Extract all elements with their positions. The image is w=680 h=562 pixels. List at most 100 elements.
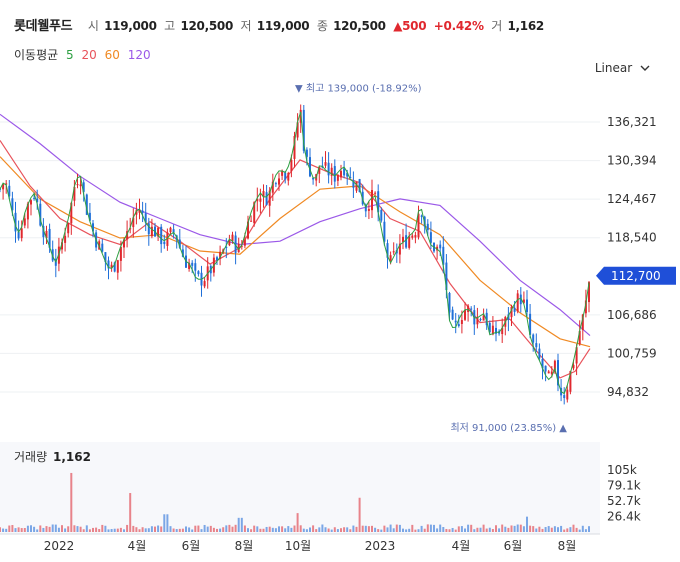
candle-body: [42, 226, 45, 238]
volume-bar: [476, 527, 479, 532]
volume-bar: [259, 528, 262, 532]
candle-body: [194, 263, 197, 271]
candle-body: [265, 192, 268, 205]
ma60-line: [0, 156, 591, 348]
volume-bar: [17, 527, 20, 532]
volume-bar: [76, 526, 79, 532]
volume-bar: [327, 528, 330, 532]
candle-body: [538, 348, 541, 359]
candle-body: [23, 218, 26, 226]
volume-bar: [429, 524, 432, 532]
candle-body: [454, 320, 457, 323]
volume-bar: [522, 526, 525, 532]
volume-bar: [11, 525, 14, 532]
y-tick-label: 130,394: [607, 154, 657, 168]
low-marker: 최저 91,000 (23.85%) ▲: [450, 422, 567, 434]
volume-bar: [504, 526, 507, 532]
low-value: 119,000: [256, 19, 310, 33]
volume-bar: [5, 528, 8, 532]
candle-body: [581, 314, 584, 331]
volume-bar: [519, 524, 522, 532]
high-marker: ▼ 최고 139,000 (-18.92%): [295, 83, 422, 95]
candle-body: [48, 228, 51, 248]
volume-bar: [411, 524, 414, 532]
candle-body: [535, 343, 538, 348]
volume-bar: [88, 529, 91, 532]
volume-bar: [526, 516, 528, 532]
volume-bar: [33, 526, 36, 532]
candle-body: [371, 190, 373, 211]
candle-body: [169, 227, 172, 233]
volume-bar: [222, 527, 225, 532]
volume-bar: [386, 527, 389, 532]
candle-body: [92, 223, 94, 232]
candle-body: [305, 149, 308, 157]
candle-body: [336, 174, 339, 181]
volume-bar: [426, 524, 429, 532]
candle-body: [402, 236, 404, 243]
volume-bar: [274, 528, 277, 532]
volume-bar: [0, 527, 1, 532]
y-tick-label: 100,759: [607, 346, 657, 360]
candle-body: [293, 136, 296, 159]
volume-bar: [296, 513, 299, 532]
candle-body: [287, 173, 290, 181]
candle-body: [309, 157, 311, 177]
candle-body: [219, 251, 222, 260]
x-tick-label: 4월: [128, 539, 147, 553]
volume-bar: [423, 528, 426, 532]
candle-body: [507, 314, 510, 320]
candle-body: [352, 180, 355, 188]
volume-bar: [197, 525, 200, 532]
volume-bar: [389, 524, 392, 532]
volume-bar: [48, 526, 51, 532]
candle-body: [386, 243, 389, 258]
volume-bar: [569, 527, 572, 532]
volume-bar: [268, 526, 271, 532]
volume-bar: [383, 525, 386, 532]
candle-body: [553, 360, 556, 371]
candle-body: [2, 184, 5, 190]
candle-body: [470, 308, 473, 310]
y-tick-label: 94,832: [607, 385, 649, 399]
candle-body: [216, 257, 218, 261]
volume-label: 거: [491, 19, 502, 33]
volume-bar: [67, 526, 70, 532]
change-value: ▲500: [393, 19, 427, 33]
candle-body: [479, 319, 482, 321]
candle-body: [491, 325, 494, 335]
volume-bar: [101, 524, 104, 532]
volume-bar: [392, 528, 395, 532]
volume-bar: [250, 529, 253, 532]
candle-body: [392, 251, 395, 253]
volume-bar: [237, 517, 240, 532]
candle-body: [476, 316, 479, 325]
scale-dropdown[interactable]: Linear: [595, 61, 650, 75]
open-label: 시: [87, 19, 99, 33]
candle-body: [228, 239, 231, 246]
volume-bar: [284, 528, 287, 532]
candle-body: [426, 223, 429, 231]
volume-bar: [271, 527, 274, 532]
candle-body: [522, 299, 525, 303]
candle-body: [519, 294, 522, 305]
x-tick-label: 2022: [44, 539, 75, 553]
volume-bar: [367, 526, 370, 532]
candle-body: [324, 162, 327, 166]
volume-bar: [163, 514, 166, 532]
candle-body: [367, 209, 370, 211]
volume-bar: [57, 527, 60, 532]
volume-bar: [228, 524, 231, 532]
volume-bar: [278, 526, 280, 532]
candle-body: [150, 226, 153, 237]
volume-bar: [566, 528, 569, 532]
candle-body: [482, 315, 485, 321]
volume-bar: [451, 527, 454, 532]
volume-bar: [240, 517, 243, 532]
candle-body: [541, 358, 544, 369]
volume-bar: [454, 529, 457, 532]
candle-body: [383, 221, 386, 242]
y-tick-label: 124,467: [607, 192, 657, 206]
candle-body: [166, 232, 169, 246]
